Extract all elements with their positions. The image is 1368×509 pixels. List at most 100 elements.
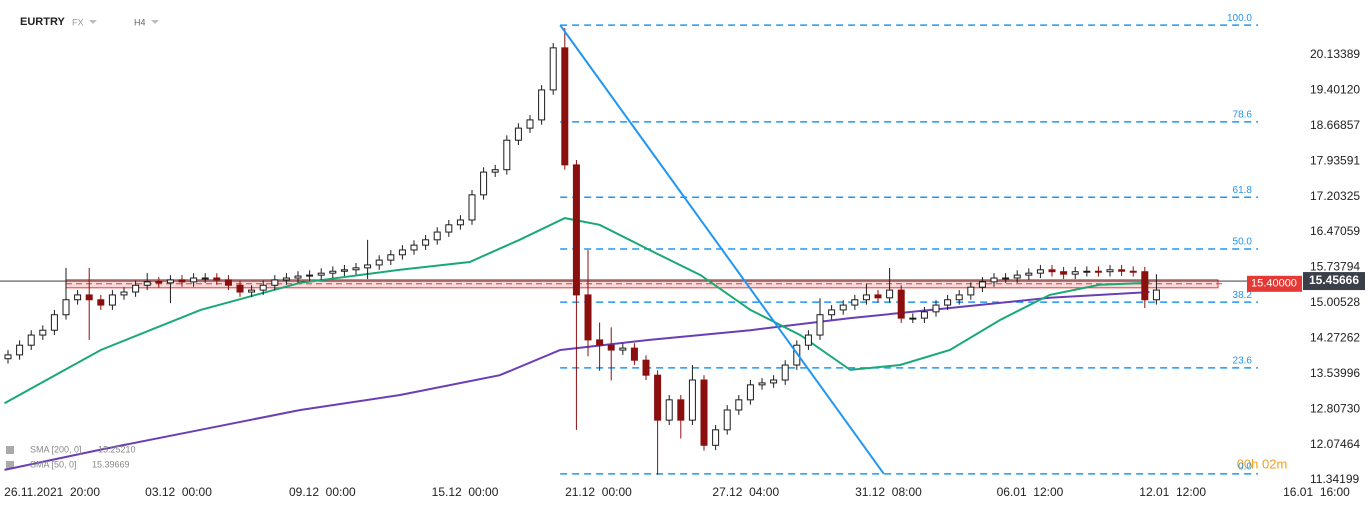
candle-body	[712, 429, 720, 446]
candle-body	[1036, 269, 1044, 274]
candle-body	[398, 249, 406, 256]
x-tick-label: 15.12 00:00	[432, 485, 499, 499]
candle-body	[990, 277, 998, 283]
candle-body	[1048, 269, 1056, 273]
y-tick-label: 13.53996	[1310, 366, 1360, 380]
legend-value: 15.25210	[98, 444, 136, 454]
candle-body	[306, 274, 314, 277]
x-tick-label: 06.01 12:00	[997, 485, 1064, 499]
candle-body	[932, 304, 940, 313]
candle-body	[178, 279, 186, 283]
candle-body	[897, 289, 905, 319]
fib-label: 50.0	[1233, 237, 1253, 248]
candle-body	[1002, 277, 1010, 280]
y-tick-label: 12.07464	[1310, 437, 1360, 451]
candle-body	[120, 291, 128, 296]
interval[interactable]: H4	[134, 17, 146, 27]
candle-body	[1094, 270, 1102, 273]
candle-body	[851, 299, 859, 306]
sma-line	[4, 217, 1150, 405]
legend-name: SMA [50, 0]	[30, 459, 77, 469]
y-tick-label: 12.80730	[1310, 401, 1360, 415]
indicator-icon[interactable]	[6, 461, 14, 469]
candle-body	[491, 169, 499, 173]
candle-body	[526, 119, 534, 129]
symbol[interactable]: EURTRY	[20, 16, 65, 28]
candle-body	[62, 299, 70, 316]
y-tick-label: 16.47059	[1310, 224, 1360, 238]
candle-body	[781, 364, 789, 381]
candle-body	[364, 264, 372, 269]
candle-body	[700, 379, 708, 446]
candle-body	[886, 289, 894, 299]
candle-body	[352, 267, 360, 271]
candle-body	[375, 259, 383, 266]
zone-price-tag	[1247, 275, 1302, 292]
candle-body	[433, 231, 441, 241]
fib-label: 23.6	[1233, 356, 1253, 367]
candle-body	[723, 409, 731, 431]
market: FX	[72, 17, 84, 27]
candle-body	[97, 299, 105, 306]
candle-body	[480, 171, 488, 196]
candle-body	[503, 139, 511, 171]
candle-body	[74, 294, 82, 301]
candle-body	[1025, 272, 1033, 276]
dropdown-arrow[interactable]	[151, 20, 159, 24]
candle-body	[572, 164, 580, 296]
candle-body	[596, 339, 604, 346]
candle-body	[27, 334, 35, 346]
x-tick-label: 26.11.2021 20:00	[4, 485, 100, 499]
candle-body	[561, 47, 569, 166]
candle-body	[816, 314, 824, 336]
dropdown-arrow[interactable]	[89, 20, 97, 24]
candle-body	[584, 294, 592, 341]
candle-body	[213, 277, 221, 281]
fib-label: 100.0	[1227, 13, 1252, 24]
candle-body	[155, 281, 163, 284]
last-price-tag	[1303, 272, 1365, 291]
candle-body	[619, 347, 627, 351]
x-tick-label: 21.12 00:00	[565, 485, 632, 499]
candle-body	[1129, 270, 1137, 273]
candle-body	[294, 275, 302, 279]
candle-body	[1118, 269, 1126, 272]
candle-body	[642, 359, 650, 376]
candle-body	[224, 279, 232, 286]
indicator-icon[interactable]	[6, 446, 14, 454]
fib-label: 0.0	[1238, 461, 1252, 472]
candle-body	[828, 309, 836, 316]
candle-body	[340, 269, 348, 272]
candle-body	[944, 299, 952, 306]
candle-body	[793, 344, 801, 366]
candle-body	[909, 317, 917, 320]
candle-body	[468, 194, 476, 221]
candle-body	[967, 286, 975, 296]
x-tick-label: 16.01 16:00	[1283, 485, 1350, 499]
y-tick-label: 17.20325	[1310, 189, 1360, 203]
candle-body	[282, 277, 290, 281]
candle-body	[422, 239, 430, 246]
candle-body	[108, 294, 116, 306]
candle-body	[16, 344, 24, 356]
candle-body	[190, 277, 198, 283]
candle-body	[1060, 271, 1068, 275]
y-tick-label: 20.13389	[1310, 47, 1360, 61]
x-tick-label: 31.12 08:00	[855, 485, 922, 499]
legend-name: SMA [200, 0]	[30, 444, 82, 454]
y-tick-label: 14.27262	[1310, 330, 1360, 344]
fib-label: 61.8	[1233, 185, 1253, 196]
candle-body	[665, 399, 673, 421]
candle-body	[1071, 271, 1079, 275]
candle-body	[630, 347, 638, 361]
candle-body	[839, 304, 847, 311]
candle-body	[132, 284, 140, 293]
candle-body	[85, 294, 93, 301]
y-tick-label: 11.34199	[1310, 472, 1359, 486]
candle-body	[1013, 274, 1021, 279]
candle-body	[955, 294, 963, 301]
fib-label: 38.2	[1233, 290, 1253, 301]
candle-body	[4, 354, 12, 360]
x-tick-label: 27.12 04:00	[712, 485, 779, 499]
